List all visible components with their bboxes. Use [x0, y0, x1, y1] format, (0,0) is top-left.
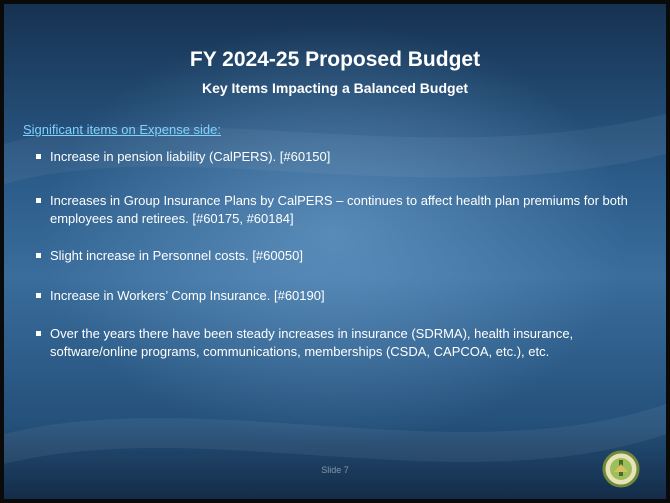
slide-number: Slide 7	[321, 465, 349, 475]
bullet-marker	[36, 253, 41, 258]
bullet-text: Increase in Workers’ Comp Insurance. [#6…	[50, 288, 325, 303]
title: FY 2024-25 Proposed Budget	[189, 48, 481, 71]
logo	[602, 450, 640, 488]
bullet-text: Increase in pension liability (CalPERS).…	[50, 149, 331, 164]
bullet-text: Over the years there have been steady in…	[50, 326, 574, 359]
bullet-text: Increases in Group Insurance Plans by Ca…	[50, 193, 628, 226]
background-waves	[4, 114, 666, 464]
bullet-text: Slight increase in Personnel costs. [#60…	[50, 248, 303, 263]
bullet-marker	[36, 331, 41, 336]
bullet-marker	[36, 293, 41, 298]
subtitle: Key Items Impacting a Balanced Budget	[201, 80, 469, 96]
bullet-marker	[36, 198, 41, 203]
section-heading: Significant items on Expense side:	[23, 122, 221, 137]
bullet-marker	[36, 154, 41, 159]
